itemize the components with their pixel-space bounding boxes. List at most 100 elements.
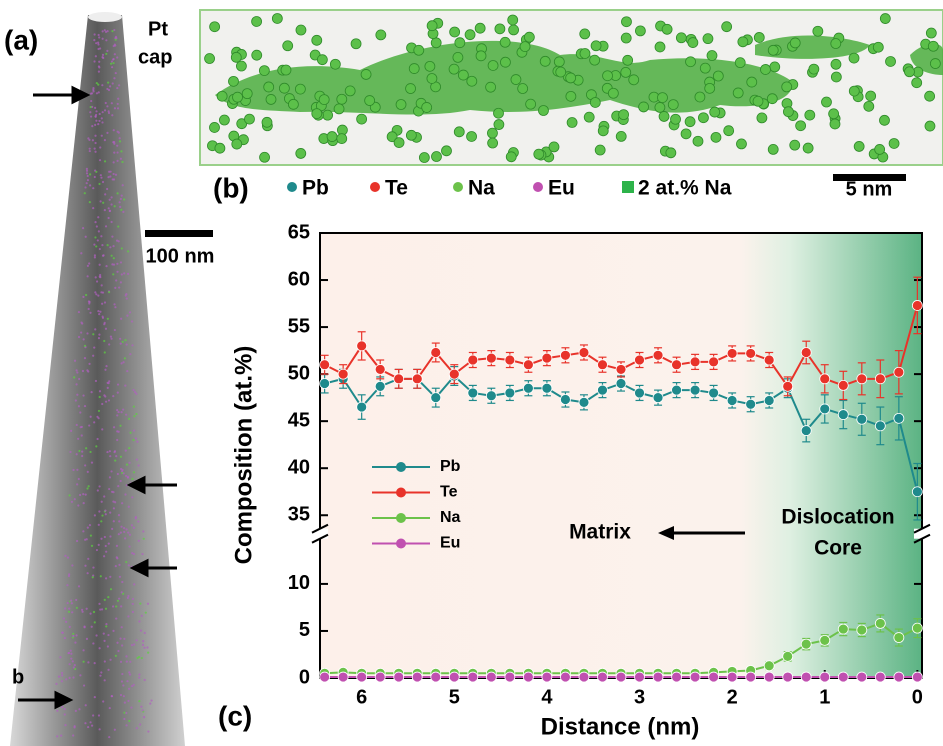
atom — [82, 296, 84, 298]
atom — [118, 520, 120, 522]
data-point — [542, 383, 552, 393]
atom — [89, 173, 91, 175]
atom — [98, 524, 100, 526]
data-point — [875, 421, 885, 431]
atom — [703, 34, 713, 44]
atom — [70, 653, 72, 655]
data-point — [801, 639, 811, 649]
atom — [102, 30, 104, 32]
atom — [122, 408, 124, 410]
atom — [639, 102, 649, 112]
atom — [95, 634, 97, 636]
data-point — [709, 357, 719, 367]
y-axis-title: Composition (at.%) — [230, 346, 257, 565]
atom — [105, 39, 107, 41]
atom — [538, 105, 548, 115]
atom — [103, 633, 105, 635]
atom — [120, 456, 122, 458]
atom — [101, 514, 103, 516]
atom — [93, 60, 95, 62]
y-tick-label: 0 — [299, 666, 310, 688]
atom — [105, 577, 107, 579]
atom — [116, 87, 118, 89]
atom — [111, 30, 113, 32]
atom — [97, 43, 99, 45]
atom — [109, 455, 111, 457]
data-point — [468, 388, 478, 398]
atom — [127, 615, 129, 617]
atom — [88, 485, 90, 487]
axis-break — [914, 529, 930, 539]
atom — [109, 210, 111, 212]
atom — [735, 58, 745, 68]
atom — [431, 152, 441, 162]
atom — [509, 25, 519, 35]
atom — [87, 572, 89, 574]
atom — [135, 393, 137, 395]
atom — [406, 84, 416, 94]
atom — [467, 76, 477, 86]
atom — [86, 170, 88, 172]
atom — [97, 123, 99, 125]
atom — [85, 236, 87, 238]
atom — [114, 53, 116, 55]
atom — [99, 264, 101, 266]
atom — [120, 661, 122, 663]
panel-label: (c) — [218, 700, 252, 731]
atom — [74, 360, 76, 362]
atom — [92, 139, 94, 141]
atom — [75, 634, 77, 636]
atom — [621, 67, 631, 77]
atom — [61, 706, 63, 708]
atom — [86, 172, 88, 174]
atom — [487, 128, 497, 138]
data-point — [912, 672, 922, 682]
atom — [64, 607, 66, 609]
atom — [88, 262, 90, 264]
data-point — [894, 672, 904, 682]
data-point — [597, 360, 607, 370]
atom — [70, 599, 72, 601]
atom — [488, 60, 498, 70]
atom — [74, 498, 76, 500]
atom — [107, 645, 109, 647]
atom — [768, 45, 778, 55]
atom — [75, 710, 77, 712]
atom — [116, 271, 118, 273]
atom — [76, 469, 78, 471]
atom — [97, 310, 99, 312]
atom — [58, 675, 60, 677]
atom — [259, 66, 269, 76]
atom — [78, 585, 80, 587]
atom — [662, 24, 672, 34]
atom — [72, 633, 74, 635]
atom — [109, 576, 111, 578]
legend-swatch — [396, 462, 406, 472]
atom — [92, 333, 94, 335]
atom — [357, 114, 367, 124]
atom — [623, 55, 633, 65]
atom — [122, 469, 124, 471]
x-tick-label: 5 — [449, 686, 460, 708]
atom — [150, 699, 152, 701]
atom — [252, 50, 262, 60]
atom — [89, 150, 91, 152]
atom — [100, 174, 102, 176]
atom — [126, 315, 128, 317]
atom — [76, 371, 78, 373]
atom — [128, 671, 130, 673]
atom — [91, 545, 93, 547]
data-point — [486, 353, 496, 363]
atom — [94, 151, 96, 153]
atom — [120, 158, 122, 160]
legend-label: 2 at.% Na — [638, 177, 732, 200]
data-point — [523, 383, 533, 393]
atom — [129, 353, 131, 355]
atom — [580, 48, 590, 58]
atom — [114, 729, 116, 731]
atom — [89, 721, 91, 723]
atom — [127, 250, 129, 252]
data-point — [486, 391, 496, 401]
atom — [94, 221, 96, 223]
scale-label: 100 nm — [146, 245, 215, 267]
